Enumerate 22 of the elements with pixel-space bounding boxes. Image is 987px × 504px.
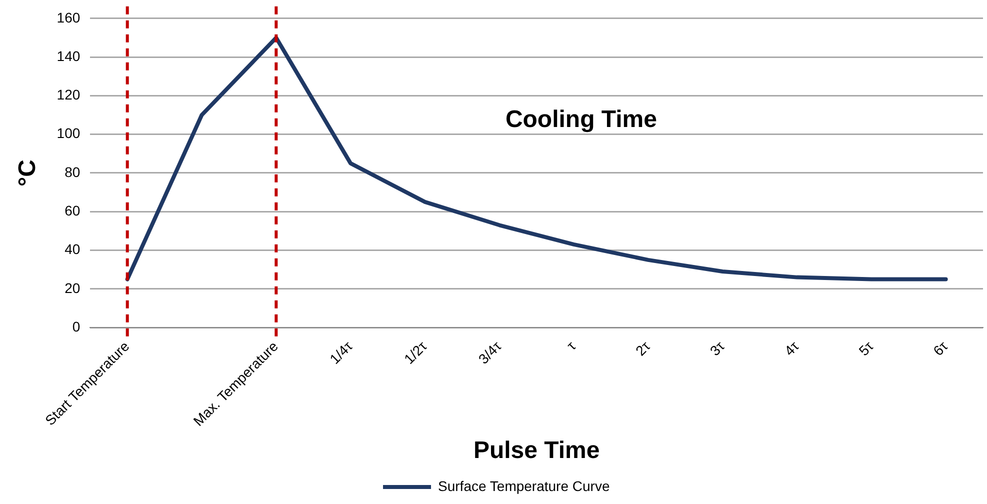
y-tick-label: 140 (56, 48, 80, 64)
x-axis-title: Pulse Time (473, 437, 600, 464)
x-tick-label: 1/4τ (326, 338, 356, 368)
y-axis-title: °C (14, 160, 42, 186)
y-tick-label: 20 (64, 280, 80, 296)
y-tick-label: 160 (56, 9, 80, 26)
y-tick-label: 60 (64, 202, 80, 218)
y-tick-label: 0 (72, 318, 80, 334)
y-tick-label: 120 (56, 86, 80, 103)
legend-label: Surface Temperature Curve (438, 478, 610, 494)
x-tick-label: 4τ (781, 338, 802, 359)
x-tick-label: 1/2τ (400, 338, 430, 368)
x-tick-label: 3/4τ (475, 338, 505, 368)
x-tick-label: 2τ (632, 338, 654, 359)
x-tick-label: τ (563, 338, 579, 354)
y-tick-label: 40 (64, 241, 80, 258)
y-tick-label: 80 (64, 164, 80, 180)
x-tick-label: 5τ (856, 338, 877, 359)
x-tick-label: 6τ (930, 338, 951, 359)
annotation: Cooling Time (505, 106, 658, 134)
y-tick-label: 100 (56, 125, 80, 142)
x-tick-label: 3τ (706, 338, 728, 359)
